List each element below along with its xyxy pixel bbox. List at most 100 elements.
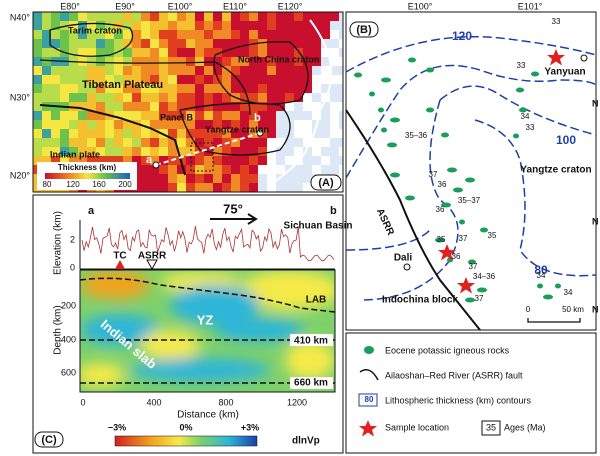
map-cell <box>150 102 160 112</box>
map-cell <box>168 174 178 184</box>
scale-label: 50 km <box>562 305 584 314</box>
map-cell <box>69 39 79 49</box>
map-cell <box>186 156 196 166</box>
map-cell <box>150 120 160 130</box>
map-cell <box>177 183 187 192</box>
colorbar-tick: 200 <box>118 180 132 189</box>
panel-a-frame <box>32 11 344 193</box>
map-cell <box>123 147 133 157</box>
panel-label: (C) <box>41 434 57 446</box>
map-cell <box>114 39 124 49</box>
legend-icon <box>359 420 377 437</box>
map-cell <box>159 21 169 31</box>
map-cell <box>42 12 52 22</box>
map-cell <box>78 75 88 85</box>
map-cell <box>33 138 43 148</box>
map-cell <box>294 129 304 139</box>
map-cell <box>51 156 61 166</box>
label-bg <box>349 21 379 38</box>
map-cell <box>105 48 115 58</box>
map-cell <box>195 111 205 121</box>
map-cell <box>132 66 142 76</box>
map-cell <box>258 111 268 121</box>
igneous-rock <box>468 259 476 265</box>
map-cell <box>222 174 232 184</box>
map-cell <box>132 57 142 67</box>
map-cell <box>186 138 196 148</box>
map-cell <box>159 120 169 130</box>
map-cell <box>330 165 340 175</box>
igneous-rock <box>477 287 487 293</box>
map-cell <box>96 48 106 58</box>
map-cell <box>339 102 343 112</box>
legend-label: Lithospheric thickness (km) contours <box>385 395 532 405</box>
contour-label: 100 <box>556 133 576 147</box>
map-cell <box>150 156 160 166</box>
map-cell <box>141 48 151 58</box>
age-label: 34 <box>537 271 546 280</box>
map-cell <box>303 147 313 157</box>
map-cell <box>177 102 187 112</box>
map-cell <box>294 21 304 31</box>
map-cell <box>78 102 88 112</box>
map-cell <box>114 111 124 121</box>
marker-label: ASRR <box>138 251 167 262</box>
map-cell <box>204 183 214 192</box>
map-cell <box>69 138 79 148</box>
map-cell <box>51 21 61 31</box>
map-cell <box>87 138 97 148</box>
map-cell <box>285 57 295 67</box>
map-cell <box>222 183 232 192</box>
age-label: 36 <box>452 252 461 261</box>
map-cell <box>213 93 223 103</box>
map-cell <box>339 138 343 148</box>
map-cell <box>321 57 331 67</box>
panel-label: (B) <box>356 24 372 36</box>
map-cell <box>78 48 88 58</box>
map-cell <box>114 75 124 85</box>
map-cell <box>294 66 304 76</box>
map-cell <box>276 111 286 121</box>
age-label: 35 <box>437 235 446 244</box>
map-cell <box>96 138 106 148</box>
legend-icon <box>358 393 378 407</box>
map-cell <box>159 138 169 148</box>
map-cell <box>168 111 178 121</box>
map-cell <box>132 39 142 49</box>
map-cell <box>123 138 133 148</box>
map-cell <box>321 156 331 166</box>
map-cell <box>267 138 277 148</box>
map-cell <box>231 57 241 67</box>
colorbar <box>45 173 130 179</box>
map-cell <box>141 156 151 166</box>
map-cell <box>339 39 343 49</box>
map-cell <box>231 39 241 49</box>
map-cell <box>60 30 70 40</box>
map-cell <box>339 120 343 130</box>
map-cell <box>114 57 124 67</box>
map-cell <box>312 12 322 22</box>
map-cell <box>96 66 106 76</box>
map-cell <box>150 111 160 121</box>
map-cell <box>339 93 343 103</box>
map-cell <box>105 156 115 166</box>
map-cell <box>231 75 241 85</box>
map-cell <box>285 93 295 103</box>
map-cell <box>51 66 61 76</box>
scale-bg <box>524 305 589 325</box>
map-cell <box>303 84 313 94</box>
map-cell <box>177 84 187 94</box>
colorbar-title: Thickness (km) <box>58 163 117 172</box>
sample <box>457 277 475 294</box>
feature-label: 410 km <box>294 336 328 347</box>
map-cell <box>240 93 250 103</box>
map-cell <box>303 183 313 192</box>
tick-label: 0 <box>80 397 85 407</box>
map-cell <box>150 183 160 192</box>
map-cell <box>168 39 178 49</box>
map-cell <box>42 57 52 67</box>
map-cell <box>231 66 241 76</box>
map-cell <box>177 75 187 85</box>
map-cell <box>303 129 313 139</box>
map-cell <box>276 147 286 157</box>
